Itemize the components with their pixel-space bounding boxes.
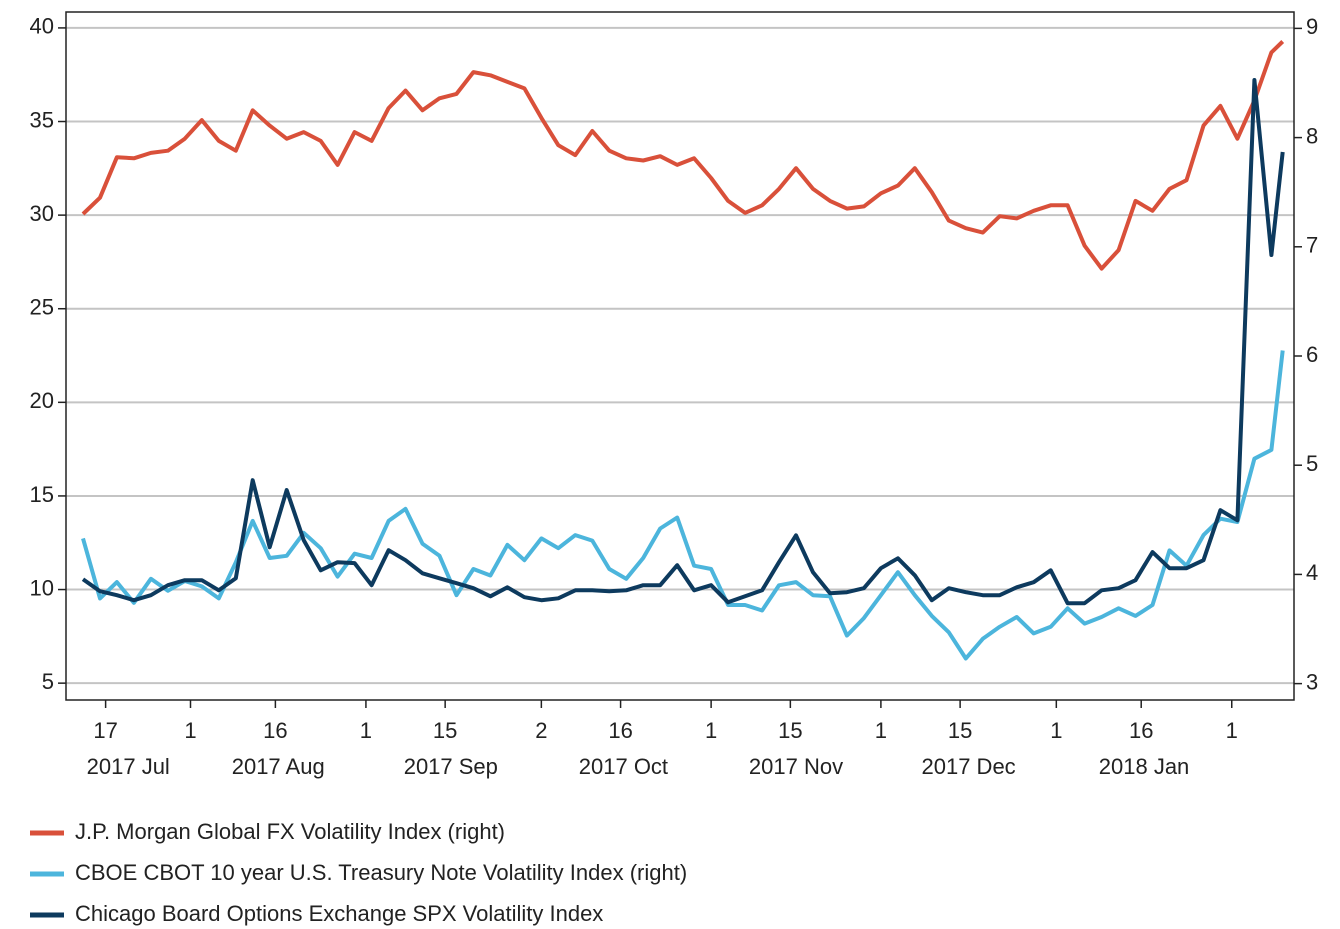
y-tick-label: 5	[42, 669, 54, 694]
y2-tick-label: 7	[1306, 233, 1318, 258]
x-tick-label: 15	[778, 718, 802, 743]
x-tick-label: 2	[535, 718, 547, 743]
y2-tick-label: 3	[1306, 669, 1318, 694]
legend-label: Chicago Board Options Exchange SPX Volat…	[75, 901, 603, 926]
x-tick-label: 1	[360, 718, 372, 743]
series-line	[81, 78, 1285, 606]
x-tick-label: 1	[705, 718, 717, 743]
x-group-label: 2017 Oct	[579, 754, 668, 779]
y-tick-label: 30	[30, 201, 54, 226]
x-group-label: 2017 Jul	[87, 754, 170, 779]
y2-tick-label: 8	[1306, 123, 1318, 148]
x-group-label: 2017 Sep	[404, 754, 498, 779]
series-line	[81, 350, 1285, 661]
x-tick-label: 15	[433, 718, 457, 743]
y-tick-label: 10	[30, 575, 54, 600]
series-line	[81, 40, 1285, 271]
y2-tick-label: 4	[1306, 560, 1318, 585]
x-tick-label: 1	[1050, 718, 1062, 743]
y-tick-label: 40	[30, 14, 54, 39]
x-group-label: 2017 Dec	[922, 754, 1016, 779]
x-group-label: 2017 Nov	[749, 754, 843, 779]
x-tick-label: 16	[263, 718, 287, 743]
legend-label: CBOE CBOT 10 year U.S. Treasury Note Vol…	[75, 860, 687, 885]
y2-tick-label: 6	[1306, 342, 1318, 367]
legend-label: J.P. Morgan Global FX Volatility Index (…	[75, 819, 505, 844]
y-tick-label: 15	[30, 482, 54, 507]
y-tick-label: 25	[30, 295, 54, 320]
y-tick-label: 20	[30, 388, 54, 413]
x-tick-label: 1	[1226, 718, 1238, 743]
x-tick-label: 17	[93, 718, 117, 743]
x-tick-label: 16	[1129, 718, 1153, 743]
x-tick-label: 16	[608, 718, 632, 743]
plot-frame	[65, 11, 1295, 701]
x-tick-label: 1	[875, 718, 887, 743]
y2-tick-label: 5	[1306, 451, 1318, 476]
x-tick-label: 1	[184, 718, 196, 743]
x-tick-label: 15	[948, 718, 972, 743]
y2-tick-label: 9	[1306, 14, 1318, 39]
x-group-label: 2017 Aug	[232, 754, 325, 779]
x-group-label: 2018 Jan	[1099, 754, 1190, 779]
y-tick-label: 35	[30, 107, 54, 132]
